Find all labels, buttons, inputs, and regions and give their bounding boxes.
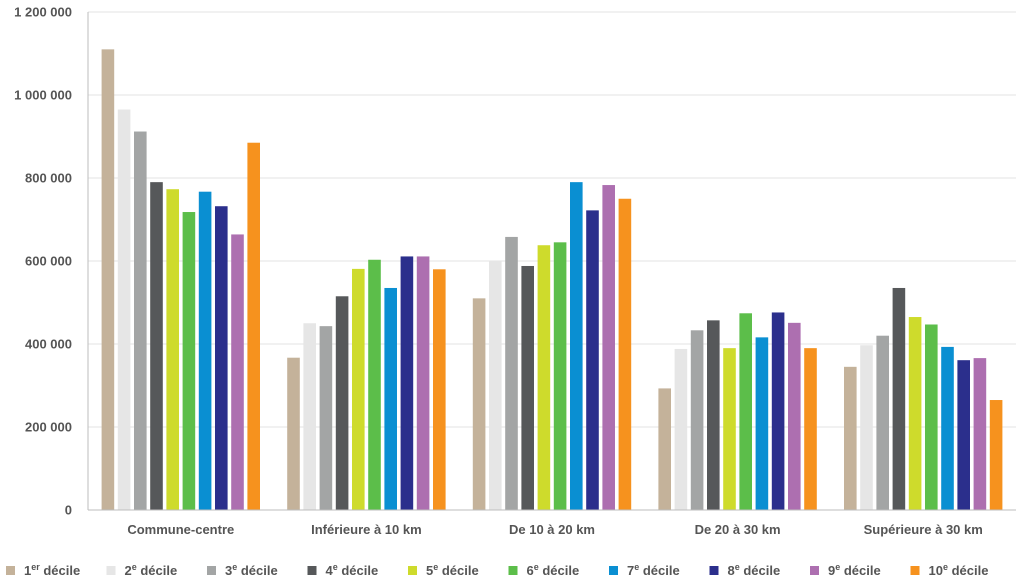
- legend-item: 2e décile: [106, 562, 178, 578]
- bar: [489, 261, 502, 510]
- bar: [690, 330, 704, 510]
- bar: [231, 234, 244, 510]
- legend-item: 5e décile: [408, 562, 479, 578]
- legend-swatch: [207, 566, 216, 575]
- x-category-label: De 20 à 30 km: [695, 522, 781, 537]
- bar: [658, 388, 671, 510]
- bar: [570, 182, 583, 510]
- legend-swatch: [508, 566, 518, 575]
- legend-item: 1er décile: [6, 562, 80, 578]
- bar: [472, 298, 486, 510]
- bar: [860, 345, 873, 510]
- legend-swatch: [307, 566, 317, 575]
- legend-swatch: [106, 566, 116, 575]
- bar: [755, 337, 769, 510]
- x-axis: Commune-centre Inférieure à 10 km De 10 à …: [87, 12, 1016, 537]
- bar: [989, 400, 1003, 510]
- y-axis-tick-labels: 0 200 000 400 000 600 000 800 000 1 000 000 1 …: [14, 5, 72, 518]
- bar: [521, 265, 534, 510]
- bar: [876, 335, 889, 510]
- bar: [586, 210, 599, 510]
- bar: [925, 324, 938, 510]
- bar: [368, 259, 381, 510]
- legend-item: 3e décile: [207, 562, 278, 578]
- bar: [739, 313, 752, 510]
- x-category-label: Inférieure à 10 km: [311, 522, 422, 537]
- y-tick-label: 600 000: [25, 254, 72, 269]
- bar: [215, 206, 228, 510]
- bar: [247, 142, 260, 510]
- bar: [303, 323, 316, 510]
- legend-label: 9e décile: [828, 562, 881, 578]
- legend-label: 2e décile: [125, 562, 178, 578]
- bar: [788, 322, 801, 510]
- bar: [335, 296, 349, 510]
- bar: [957, 360, 970, 510]
- y-tick-label: 1 200 000: [14, 5, 72, 20]
- bar: [134, 131, 147, 510]
- legend-label: 8e décile: [728, 562, 781, 578]
- legend-swatch: [709, 566, 719, 575]
- legend-swatch: [910, 566, 920, 575]
- bar: [505, 236, 518, 510]
- bar: [707, 320, 720, 510]
- y-tick-label: 1 000 000: [14, 88, 72, 103]
- legend-swatch: [408, 566, 417, 575]
- bar: [618, 198, 632, 510]
- bar: [416, 256, 430, 510]
- bar: [198, 191, 212, 510]
- legend-item: 10e décile: [910, 562, 989, 578]
- legend-label: 3e décile: [225, 562, 278, 578]
- bar: [400, 256, 414, 510]
- legend-swatch: [6, 566, 15, 575]
- bar: [117, 109, 131, 511]
- bar: [537, 245, 551, 511]
- bar: [553, 242, 567, 510]
- y-tick-label: 400 000: [25, 337, 72, 352]
- legend-item: 7e décile: [609, 562, 680, 578]
- bar: [844, 366, 857, 510]
- bar: [892, 287, 906, 510]
- legend: 1er décile 2e décile 3e décile 4e décile 5e …: [6, 562, 988, 578]
- bar: [101, 49, 115, 510]
- x-category-label: Supérieure à 30 km: [864, 522, 983, 537]
- legend-swatch: [810, 566, 819, 575]
- bar: [973, 358, 987, 510]
- bar: [602, 185, 615, 510]
- x-category-label: Commune-centre: [127, 522, 234, 537]
- legend-item: 4e décile: [307, 562, 379, 578]
- bars: [101, 49, 1003, 511]
- x-category-label: De 10 à 20 km: [509, 522, 595, 537]
- legend-label: 4e décile: [326, 562, 379, 578]
- bar: [287, 357, 300, 510]
- bar: [771, 312, 785, 510]
- bar: [319, 326, 333, 510]
- bar: [150, 182, 163, 510]
- legend-item: 9e décile: [810, 562, 881, 578]
- legend-label: 7e décile: [627, 562, 680, 578]
- bar: [674, 348, 688, 510]
- bar: [384, 287, 397, 510]
- bar: [182, 212, 196, 510]
- y-tick-label: 800 000: [25, 171, 72, 186]
- legend-label: 5e décile: [426, 562, 479, 578]
- legend-label: 1er décile: [24, 562, 80, 578]
- bar: [941, 346, 954, 510]
- legend-item: 6e décile: [508, 562, 580, 578]
- y-tick-label: 200 000: [25, 420, 72, 435]
- bar: [352, 268, 365, 510]
- y-tick-label: 0: [65, 503, 72, 518]
- legend-item: 8e décile: [709, 562, 781, 578]
- bar: [166, 189, 179, 510]
- bar: [433, 269, 446, 510]
- bar: [723, 348, 736, 510]
- bar: [908, 317, 922, 510]
- legend-label: 6e décile: [527, 562, 580, 578]
- legend-label: 10e décile: [929, 562, 989, 578]
- bar: [804, 348, 817, 510]
- legend-swatch: [609, 566, 618, 575]
